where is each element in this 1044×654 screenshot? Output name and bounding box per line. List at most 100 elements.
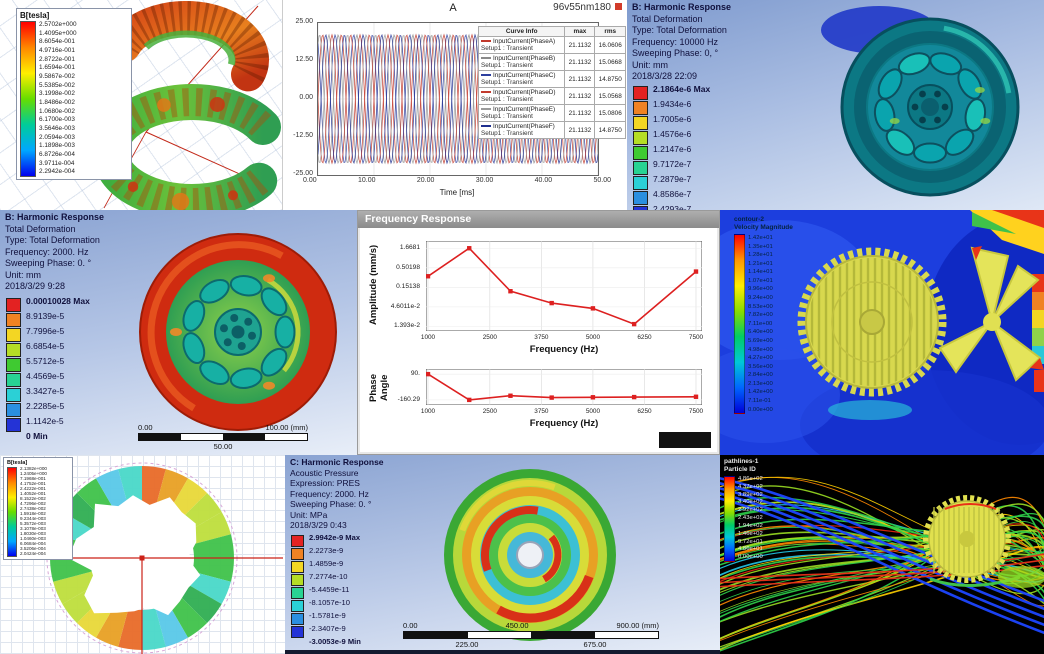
legend-value: 2.1864e-6 Max — [653, 84, 711, 94]
legend-value: 9.24e+00 — [748, 295, 773, 302]
axis-tick: 0.50198 — [396, 263, 420, 271]
axis-tick: 2500 — [482, 408, 497, 415]
acoustic-disc-plot — [444, 469, 616, 641]
legend-swatch — [633, 176, 648, 190]
legend-value: 1.8486e-002 — [39, 99, 75, 107]
axis-tick: 50.00 — [593, 177, 611, 184]
axis-tick: 4.6011e-2 — [390, 302, 420, 310]
velocity-contour-plot — [720, 210, 1044, 455]
panel-velocity-contour: contour-2 Velocity Magnitude 1.42e+01 1.35e… — [720, 210, 1044, 455]
axis-tick: 40.00 — [534, 177, 553, 184]
table-row: InputCurrent(PhaseE) Setup1 : Transient 21… — [477, 104, 626, 122]
axis-tick: 7500 — [688, 334, 704, 341]
amplitude-plot — [426, 241, 702, 331]
legend-colorbar — [7, 467, 17, 557]
legend-value: 1.21e+01 — [748, 260, 773, 267]
axis-tick: 30.00 — [475, 177, 494, 184]
legend-value: 5.5712e-5 — [26, 356, 65, 366]
legend-value: 2.2273e-9 — [309, 546, 344, 555]
legend-value: 0.00e+00 — [748, 406, 773, 413]
legend-value: 2.5702e+000 — [39, 21, 77, 28]
legend-value: 6.0684e-004 — [20, 541, 46, 546]
legend-value: 1.0680e-002 — [39, 107, 75, 115]
header-line: 2018/3/29 9:28 — [5, 281, 66, 291]
legend-value: 8.53e+00 — [748, 303, 773, 310]
axis-tick: 12.50 — [295, 56, 313, 63]
legend-value: 2.4293e-7 — [653, 204, 692, 210]
legend-swatch — [6, 418, 21, 432]
axis-tick: 1000 — [420, 408, 436, 415]
legend-value: 3.89e+02 — [738, 491, 763, 498]
legend-swatch — [6, 313, 21, 327]
axis-tick: 1000 — [420, 334, 436, 341]
ruler-bar — [138, 433, 308, 441]
legend-value: 1.0460e-003 — [20, 536, 46, 541]
legend-value: 1.14e+01 — [748, 269, 773, 276]
header-line: Expression: PRES — [290, 478, 360, 488]
legend-colorbar — [20, 21, 36, 177]
legend-value: 0.00010028 Max — [26, 296, 90, 306]
legend-title: pathlines-1 Particle ID — [724, 458, 759, 473]
header-line: B: Harmonic Response — [5, 212, 105, 222]
legend-swatch — [633, 101, 648, 115]
table-cell: InputCurrent(PhaseA) Setup1 : Transient — [477, 36, 566, 54]
axis-tick: 20.00 — [416, 177, 435, 184]
legend-value: 2.4222e-001 — [20, 486, 46, 491]
result-header: C: Harmonic Response Acoustic Pressure Exp… — [290, 457, 384, 531]
result-header: B: Harmonic Response Total Deformation Typ… — [632, 2, 731, 83]
header-line: C: Harmonic Response — [290, 457, 384, 467]
window-body: Amplitude (mm/s) 1.6681 0.50198 0.15138 4.6… — [360, 228, 717, 452]
amplitude-yticks: 1.6681 0.50198 0.15138 4.6011e-2 1.393e-2 — [382, 238, 422, 358]
axis-tick: 6250 — [637, 334, 652, 341]
header-line: 2018/3/29 0:43 — [290, 520, 347, 530]
legend-value: 2.2942e-004 — [39, 168, 75, 176]
legend-value: 1.35e+01 — [748, 243, 773, 250]
header-line: B: Harmonic Response — [632, 2, 732, 12]
legend-value: 2.2285e-5 — [26, 401, 65, 411]
axis-tick: 1.6681 — [399, 244, 420, 252]
ruler-bar — [403, 631, 659, 639]
scale-ruler: 0.00 450.00 900.00 (mm) 225.00 675.00 — [403, 621, 659, 649]
legend-value: 9.5867e-002 — [39, 73, 75, 81]
legend-value: 8.9139e-5 — [26, 311, 65, 321]
legend-value: 9.72e+01 — [738, 538, 763, 545]
header-line: Sweeping Phase: 0. ° — [5, 258, 92, 268]
legend-value: 4.98e+00 — [748, 346, 773, 353]
legend-swatch — [6, 328, 21, 342]
table-cell: InputCurrent(PhaseF) Setup1 : Transient — [477, 121, 566, 139]
legend-value: 8.1522e-002 — [20, 496, 46, 501]
legend-value: 4.8586e-7 — [653, 189, 692, 199]
legend-swatch — [633, 161, 648, 175]
axis-tick: 25.00 — [295, 18, 313, 25]
frequency-axis-label: Frequency (Hz) — [529, 418, 599, 429]
legend-value: 1.07e+01 — [748, 277, 773, 284]
table-cell: InputCurrent(PhaseD) Setup1 : Transient — [477, 87, 566, 105]
legend-swatch — [291, 587, 304, 599]
legend-value: 3.1078e-003 — [20, 526, 46, 531]
legend-value: 2.92e+02 — [738, 507, 763, 514]
header-line: Unit: mm — [5, 269, 41, 280]
panel-harmonic-response-10000hz: B: Harmonic Response Total Deformation Typ… — [627, 0, 1044, 210]
legend-value: 5.69e+00 — [748, 337, 773, 344]
legend-value: 2.84e+00 — [748, 372, 773, 379]
header-line: Sweeping Phase: 0. ° — [290, 499, 372, 509]
legend-value: 1.4052e-001 — [20, 491, 46, 496]
legend-colorbar — [724, 476, 735, 562]
legend-value: -5.4459e-11 — [309, 585, 350, 594]
legend-swatch — [633, 191, 648, 205]
table-cell: 16.0606 — [594, 36, 626, 54]
panel-input-currents-plot: A 96v55nm180 25.00 12.50 0.00 -12.50 -25.00 … — [282, 0, 628, 210]
header-line: Unit: MPa — [290, 509, 328, 520]
legend-value: 1.46e+02 — [738, 530, 763, 537]
x-axis-ticks: 0.00 10.00 20.00 30.00 40.00 50.00 — [303, 177, 611, 184]
legend-value: 7.1968e-001 — [20, 476, 46, 481]
axis-tick: 0.00 — [303, 177, 317, 184]
legend-value: -8.1057e-10 — [309, 598, 350, 607]
x-axis-label: Time [ms] — [439, 188, 475, 197]
legend-swatch — [291, 535, 304, 547]
axis-tick: 5000 — [585, 408, 601, 415]
ruler-min: 0.00 — [138, 423, 153, 432]
stator-field-plot — [38, 462, 283, 654]
legend-value: 5.3572e-003 — [20, 521, 46, 526]
